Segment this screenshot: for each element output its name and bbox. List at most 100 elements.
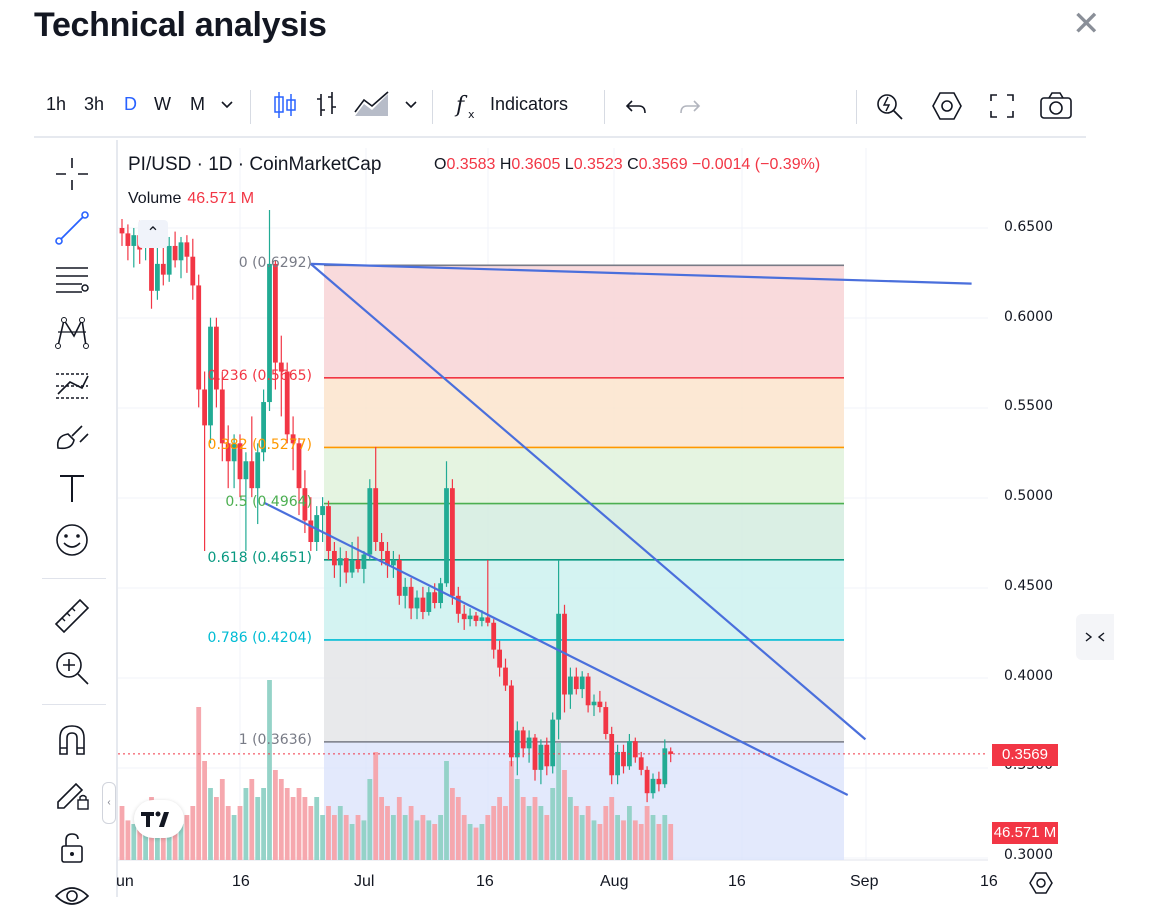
candle-body bbox=[131, 235, 137, 246]
forecast-icon[interactable] bbox=[52, 364, 92, 404]
candle-body bbox=[314, 515, 320, 542]
close-icon[interactable]: ✕ bbox=[1072, 4, 1101, 44]
fib-label-0618: 0.618 (0.4651) bbox=[207, 549, 312, 566]
candle-body bbox=[650, 778, 656, 794]
trendline-icon[interactable] bbox=[52, 208, 92, 248]
candle-body bbox=[391, 559, 396, 566]
redo-icon[interactable] bbox=[678, 94, 702, 118]
function-icon[interactable]: f x bbox=[454, 90, 484, 124]
candle-body bbox=[438, 583, 443, 604]
fib-zone bbox=[324, 559, 844, 640]
tradingview-logo[interactable] bbox=[134, 800, 184, 838]
candle-body bbox=[485, 617, 491, 623]
fib-label-05: 0.5 (0.4964) bbox=[225, 493, 312, 510]
camera-icon[interactable] bbox=[1038, 90, 1074, 122]
volume-bar bbox=[621, 820, 626, 860]
open-value: 0.3583 bbox=[446, 156, 496, 173]
interval-3h[interactable]: 3h bbox=[84, 94, 105, 114]
page-title: Technical analysis bbox=[34, 6, 327, 44]
candle-body bbox=[550, 719, 556, 767]
candle-body bbox=[455, 595, 461, 614]
candle-body bbox=[432, 592, 438, 604]
volume-bar bbox=[544, 815, 550, 860]
candle-body bbox=[166, 245, 172, 275]
candle-body bbox=[461, 613, 467, 620]
time-tick: Sep bbox=[850, 873, 879, 890]
price-tick: 0.6500 bbox=[1004, 219, 1053, 235]
candle-body bbox=[538, 744, 544, 770]
volume-bar bbox=[379, 797, 384, 860]
candle-body bbox=[332, 550, 337, 566]
drawing-toolbar: ‹ bbox=[34, 140, 118, 905]
candles-icon[interactable] bbox=[272, 88, 298, 122]
tool-divider bbox=[42, 578, 106, 579]
candle-body bbox=[196, 285, 202, 390]
candle-body bbox=[556, 613, 561, 720]
interval-w[interactable]: W bbox=[154, 94, 171, 114]
close-value: 0.3569 bbox=[638, 156, 688, 173]
toolbar-collapse-handle[interactable]: ‹ bbox=[102, 782, 116, 824]
settings-icon[interactable] bbox=[930, 90, 964, 122]
toolbar-divider bbox=[250, 90, 251, 124]
zoom-in-icon[interactable] bbox=[52, 648, 92, 688]
volume-bar bbox=[432, 824, 438, 860]
candle-body bbox=[343, 558, 349, 573]
brush-icon[interactable] bbox=[52, 416, 92, 456]
lock-drawing-icon[interactable] bbox=[52, 774, 92, 814]
interval-m[interactable]: M bbox=[190, 94, 205, 114]
collapse-legend-button[interactable]: ⌃ bbox=[138, 220, 168, 248]
volume-legend[interactable]: Volume 46.571 M bbox=[128, 190, 254, 208]
emoji-icon[interactable] bbox=[52, 520, 92, 560]
volume-bar bbox=[343, 815, 349, 860]
volume-bar bbox=[225, 806, 231, 860]
candle-body bbox=[349, 559, 355, 573]
chevron-down-icon[interactable] bbox=[220, 98, 234, 112]
toolbar-divider bbox=[856, 90, 857, 124]
volume-bar bbox=[119, 806, 125, 860]
undo-icon[interactable] bbox=[624, 94, 648, 118]
candle-body bbox=[426, 592, 432, 612]
magnet-icon[interactable] bbox=[52, 720, 92, 760]
volume-bar bbox=[367, 779, 373, 860]
eye-icon[interactable] bbox=[52, 876, 92, 916]
expand-panel-button[interactable] bbox=[1076, 614, 1114, 660]
bars-icon[interactable] bbox=[314, 88, 340, 122]
low-value: 0.3523 bbox=[573, 156, 623, 173]
symbol-legend[interactable]: PI/USD · 1D · CoinMarketCap bbox=[128, 154, 381, 176]
text-icon[interactable] bbox=[52, 468, 92, 508]
unlock-icon[interactable] bbox=[52, 828, 92, 868]
fib-label-1: 1 (0.3636) bbox=[238, 731, 312, 748]
volume-bar bbox=[573, 806, 579, 860]
volume-bar bbox=[450, 788, 455, 860]
interval-1h[interactable]: 1h bbox=[46, 94, 67, 114]
interval-d[interactable]: D bbox=[124, 94, 137, 114]
candle-body bbox=[219, 389, 225, 444]
quick-search-icon[interactable] bbox=[874, 90, 906, 122]
area-chart-icon[interactable] bbox=[352, 88, 392, 122]
indicators-button[interactable]: Indicators bbox=[490, 94, 569, 114]
settings-icon[interactable] bbox=[1028, 870, 1054, 896]
fullscreen-icon[interactable] bbox=[988, 92, 1016, 120]
volume-bar bbox=[497, 797, 502, 860]
ruler-icon[interactable] bbox=[52, 596, 92, 636]
volume-bar bbox=[532, 797, 538, 860]
candle-body bbox=[591, 701, 597, 706]
chevron-down-icon[interactable] bbox=[404, 98, 418, 112]
high-value: 0.3605 bbox=[511, 156, 561, 173]
candle-body bbox=[202, 389, 207, 426]
fib-label-0786: 0.786 (0.4204) bbox=[207, 629, 312, 646]
volume-bar bbox=[668, 824, 674, 860]
candle-body bbox=[585, 676, 591, 706]
volume-bar bbox=[332, 815, 337, 860]
chevrons-icon bbox=[1085, 632, 1105, 642]
price-tick: 0.5500 bbox=[1004, 398, 1053, 415]
pattern-icon[interactable] bbox=[52, 312, 92, 352]
candle-body bbox=[491, 622, 497, 650]
crosshair-icon[interactable] bbox=[52, 154, 92, 194]
volume-bar bbox=[290, 797, 296, 860]
volume-bar bbox=[361, 820, 367, 860]
fib-retracement-icon[interactable] bbox=[52, 260, 92, 300]
volume-bar bbox=[579, 815, 585, 860]
volume-bar bbox=[326, 806, 331, 860]
candle-body bbox=[632, 741, 638, 758]
